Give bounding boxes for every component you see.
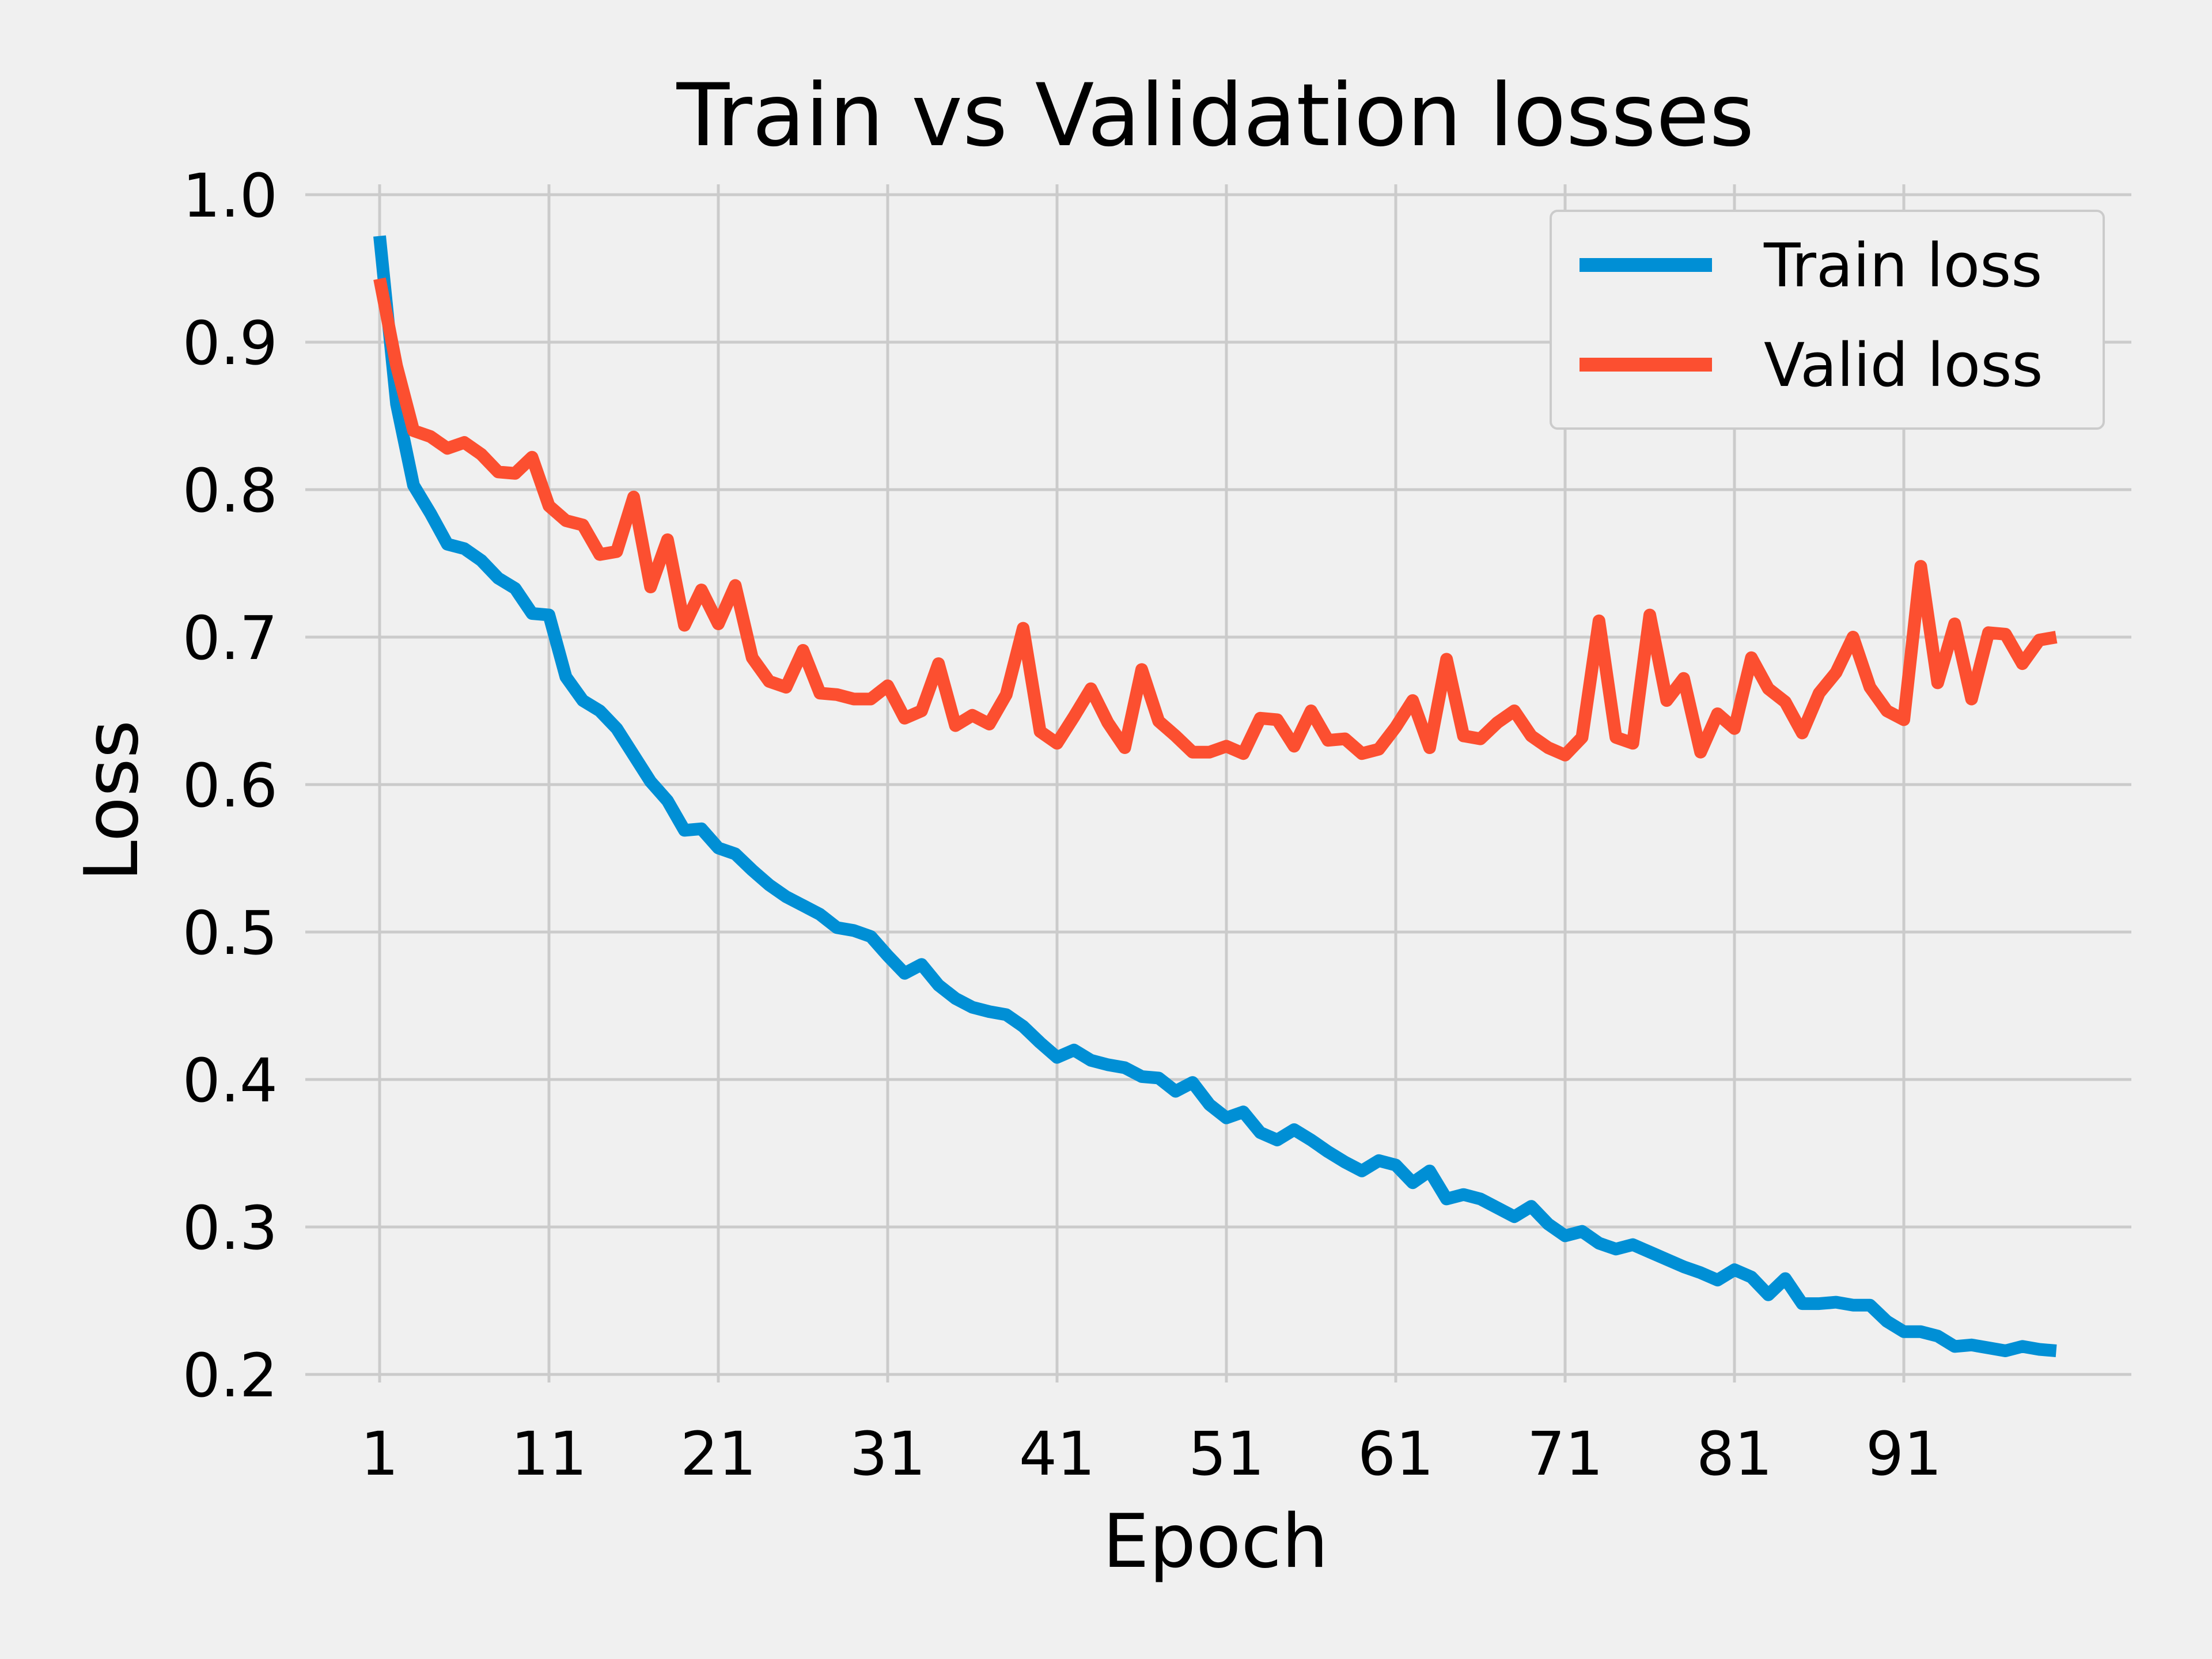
y-tick-label: 0.7 — [183, 603, 278, 673]
x-tick-label: 41 — [1019, 1419, 1095, 1489]
legend-label-valid: Valid loss — [1764, 330, 2043, 400]
x-tick-label: 91 — [1866, 1419, 1942, 1489]
tick-labels: 1 11 21 31 41 51 61 71 81 910.20.30.40.50.60.70.8… — [183, 161, 1942, 1489]
x-tick-label: 71 — [1527, 1419, 1603, 1489]
y-tick-label: 0.6 — [183, 751, 278, 821]
y-tick-label: 0.4 — [183, 1046, 278, 1116]
x-axis-label: Epoch — [1103, 1499, 1328, 1585]
y-tick-label: 0.8 — [183, 456, 278, 526]
y-tick-label: 0.2 — [183, 1340, 278, 1411]
legend: Train loss Valid loss — [1550, 210, 2105, 430]
x-tick-label: 21 — [680, 1419, 756, 1489]
y-tick-label: 1.0 — [183, 161, 278, 231]
x-tick-label: 31 — [850, 1419, 926, 1489]
legend-label-train: Train loss — [1763, 230, 2043, 301]
x-tick-label: 1 — [361, 1419, 399, 1489]
train-loss-line — [373, 235, 2057, 1357]
y-axis-label: Loss — [69, 720, 155, 882]
chart-title: Train vs Validation losses — [676, 66, 1755, 166]
valid-loss-line — [373, 277, 2058, 762]
x-tick-label: 61 — [1358, 1419, 1434, 1489]
series — [373, 235, 2058, 1357]
y-tick-label: 0.3 — [183, 1193, 278, 1263]
y-tick-label: 0.5 — [183, 898, 278, 968]
x-tick-label: 11 — [511, 1419, 587, 1489]
x-tick-label: 51 — [1188, 1419, 1264, 1489]
y-tick-label: 0.9 — [183, 308, 278, 378]
x-tick-label: 81 — [1696, 1419, 1772, 1489]
